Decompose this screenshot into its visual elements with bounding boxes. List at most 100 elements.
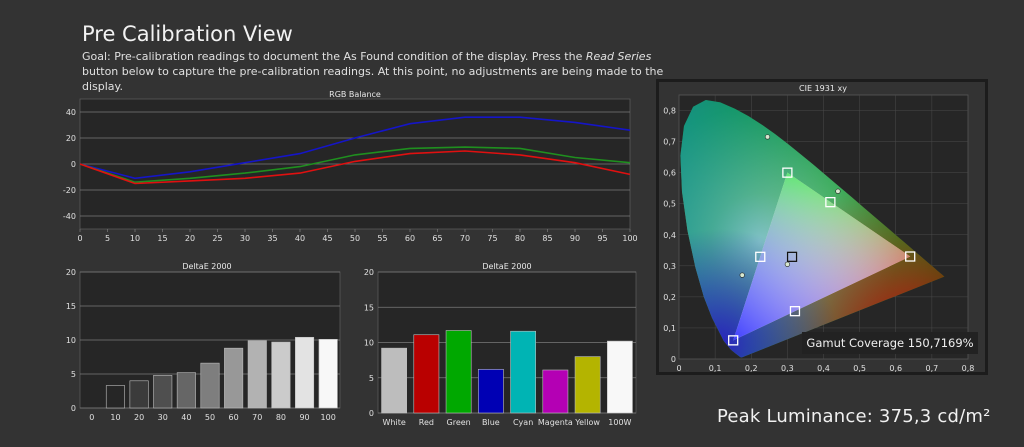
cie-target-points xyxy=(739,134,841,278)
cie-target-point xyxy=(739,272,745,278)
cie-panel xyxy=(656,79,988,375)
cie-measured-square xyxy=(825,197,836,208)
rgb-x-tick-label: 20 xyxy=(185,234,195,243)
color-y-tick-label: 20 xyxy=(364,268,374,277)
rgb-x-tick-label: 65 xyxy=(432,234,442,243)
gray-bar xyxy=(295,336,315,409)
gray-bar xyxy=(224,347,244,409)
cie-target-point xyxy=(784,261,790,267)
gray-chart-title: DeltaE 2000 xyxy=(182,262,231,271)
color-axis-labels: 20 15 10 5 0 White Red Green Blue Cyan Magenta Yell… xyxy=(364,268,632,427)
color-x-label: Blue xyxy=(482,418,500,427)
rgb-x-tick-label: 90 xyxy=(570,234,580,243)
cie-measured-square xyxy=(782,167,793,178)
peak-luminance: Peak Luminance: 375,3 cd/m² xyxy=(717,406,991,427)
cie-whitepoint-square xyxy=(786,251,798,262)
gray-x-label: 90 xyxy=(299,413,309,420)
cie-x-tick-label: 0,2 xyxy=(745,364,758,373)
rgb-x-tick-label: 60 xyxy=(405,234,415,243)
rgb-x-tick-label: 30 xyxy=(240,234,250,243)
color-x-label: 100W xyxy=(608,418,631,427)
rgb-x-tick-label: 85 xyxy=(542,234,552,243)
cie-y-tick-label: 0,6 xyxy=(663,169,676,178)
gray-bar xyxy=(271,341,291,409)
gray-bar xyxy=(247,340,267,409)
gamut-coverage-box xyxy=(802,332,978,354)
color-chart-title: DeltaE 2000 xyxy=(482,262,531,271)
cie-x-tick-label: 0 xyxy=(676,364,681,373)
color-y-tick-label: 0 xyxy=(369,409,374,418)
cie-measured-square xyxy=(755,251,766,262)
cie-x-tick-label: 0,5 xyxy=(853,364,866,373)
rgb-series-line-1 xyxy=(79,116,631,180)
gray-x-label: 10 xyxy=(110,413,120,420)
color-bar xyxy=(413,334,440,414)
cie-1931-chart: CIE 1931 xy 0 0,1 0,2 0,3 0,4 0,5 0,6 0,7 0,8 0,8… xyxy=(663,84,978,373)
color-x-label: Green xyxy=(447,418,471,427)
cie-y-tick-label: 0 xyxy=(671,355,676,364)
rgb-x-tick-label: 55 xyxy=(377,234,387,243)
gray-y-tick-label: 5 xyxy=(71,370,76,379)
color-bar xyxy=(574,356,601,414)
gray-x-label: 40 xyxy=(181,413,191,420)
gamut-coverage-label: Gamut Coverage 150,7169% xyxy=(806,336,973,350)
rgb-x-tick-label: 35 xyxy=(267,234,277,243)
rgb-x-tick-label: 10 xyxy=(130,234,140,243)
goal-description: Goal: Pre-calibration readings to docume… xyxy=(82,49,682,94)
rgb-series-line-2 xyxy=(79,146,631,184)
color-bar xyxy=(477,368,504,414)
rgb-x-tick-label: 100 xyxy=(622,234,637,243)
cie-x-tick-label: 0,1 xyxy=(709,364,722,373)
rgb-y-tick-label: 20 xyxy=(66,134,76,143)
color-x-label: Red xyxy=(419,418,434,427)
color-y-tick-label: 10 xyxy=(364,339,374,348)
color-bar xyxy=(542,369,569,414)
gray-bar xyxy=(105,385,125,409)
rgb-y-tick-label: -40 xyxy=(63,212,76,221)
rgb-x-tick-label: 80 xyxy=(515,234,525,243)
color-bar xyxy=(606,340,633,414)
color-bar xyxy=(381,347,408,414)
cie-measured-square xyxy=(789,306,801,317)
color-y-tick-label: 5 xyxy=(369,374,374,383)
gray-bar xyxy=(129,380,149,409)
color-x-label: Magenta xyxy=(538,418,573,427)
cie-y-tick-label: 0,5 xyxy=(663,200,676,209)
cie-x-tick-label: 0,3 xyxy=(781,364,794,373)
rgb-x-tick-label: 70 xyxy=(460,234,470,243)
rgb-x-tick-label: 45 xyxy=(322,234,332,243)
gray-x-label: 80 xyxy=(276,413,286,420)
gray-bars xyxy=(105,336,338,409)
gamut-triangle xyxy=(733,172,911,341)
cie-measured-square xyxy=(905,251,916,262)
rgb-x-tick-label: 25 xyxy=(212,234,222,243)
cie-x-tick-label: 0,6 xyxy=(889,364,902,373)
rgb-y-tick-label: -20 xyxy=(63,186,76,195)
rgb-axis-labels: 40 20 0 -20 -40 0 5 10 15 20 25 30 35 40 45 50 55 60 65 70 7… xyxy=(63,108,638,243)
cie-y-tick-label: 0,2 xyxy=(663,293,676,302)
gray-x-label: 70 xyxy=(252,413,262,420)
rgb-series xyxy=(79,116,631,185)
gray-x-label: 20 xyxy=(134,413,144,420)
rgb-series-line-3 xyxy=(79,150,631,185)
cie-chart-title: CIE 1931 xy xyxy=(799,84,847,93)
gray-x-label: 50 xyxy=(205,413,215,420)
gray-x-label: 30 xyxy=(158,413,168,420)
cie-measured-points xyxy=(728,167,916,346)
gray-bar xyxy=(200,362,220,409)
gamut-triangle-blue xyxy=(733,172,911,341)
color-bar xyxy=(445,330,472,414)
color-y-tick-label: 15 xyxy=(364,303,374,312)
gray-x-label: 100 xyxy=(321,413,336,420)
gray-bar xyxy=(153,375,173,409)
gray-bar xyxy=(176,372,196,409)
cie-y-tick-label: 0,4 xyxy=(663,231,676,240)
color-bar xyxy=(510,330,537,414)
read-series-emphasis: Read Series xyxy=(585,50,652,63)
cie-x-tick-label: 0,7 xyxy=(926,364,939,373)
goal-text-start: Goal: Pre-calibration readings to docume… xyxy=(82,50,586,63)
gray-y-tick-label: 15 xyxy=(66,302,76,311)
cie-y-tick-label: 0,7 xyxy=(663,138,676,147)
